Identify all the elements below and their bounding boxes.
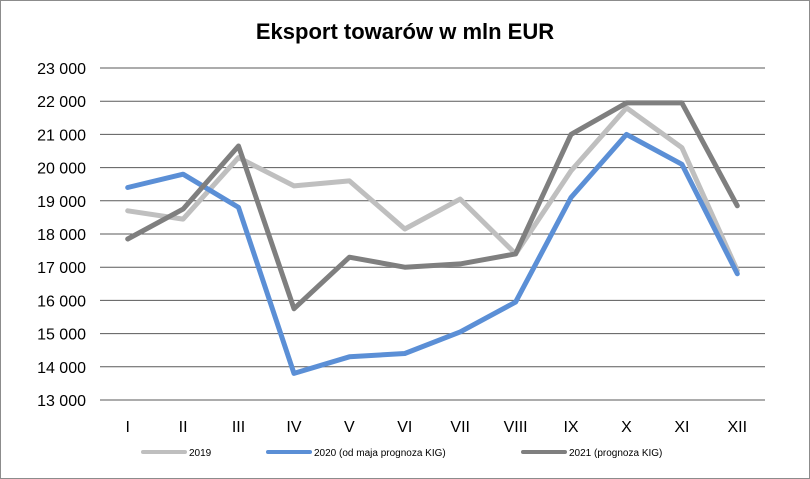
x-tick-label: II: [179, 419, 188, 436]
x-tick-label: V: [344, 419, 355, 436]
x-axis-ticks: I II III IV V VI VII VIII IX X XI XII: [125, 419, 747, 436]
series-line-2019: [125, 105, 740, 273]
x-tick-label: IX: [563, 419, 578, 436]
x-tick-label: XI: [674, 419, 689, 436]
x-tick-label: X: [621, 419, 632, 436]
chart-title: Eksport towarów w mln EUR: [255, 19, 555, 44]
y-tick-label: 19 000: [37, 194, 86, 211]
x-tick-label: VII: [450, 419, 470, 436]
series-line-2021: [125, 100, 740, 312]
x-tick-label: VIII: [504, 419, 528, 436]
y-tick-label: 21 000: [37, 127, 86, 144]
y-tick-label: 13 000: [37, 393, 86, 410]
y-tick-label: 18 000: [37, 227, 86, 244]
gridlines: [100, 67, 765, 401]
y-tick-label: 14 000: [37, 360, 86, 377]
x-tick-label: VI: [397, 419, 412, 436]
series-line-2020: [125, 131, 740, 376]
y-tick-label: 20 000: [37, 161, 86, 178]
y-tick-label: 23 000: [37, 61, 86, 78]
x-tick-label: XII: [728, 419, 748, 436]
x-tick-label: IV: [286, 419, 301, 436]
y-tick-label: 15 000: [37, 327, 86, 344]
x-tick-label: III: [232, 419, 245, 436]
legend: 2019 2020 (od maja prognoza KIG) 2021 (pro…: [141, 448, 662, 459]
y-axis-ticks: 13 000 14 000 15 000 16 000 17 000 18 000 19 0…: [37, 61, 86, 410]
series-lines: [125, 100, 740, 376]
legend-label: 2021 (prognoza KIG): [569, 448, 662, 459]
y-tick-label: 16 000: [37, 293, 86, 310]
legend-label: 2019: [189, 448, 212, 459]
x-tick-label: I: [125, 419, 129, 436]
y-tick-label: 17 000: [37, 260, 86, 277]
legend-label: 2020 (od maja prognoza KIG): [314, 448, 446, 459]
y-tick-label: 22 000: [37, 94, 86, 111]
